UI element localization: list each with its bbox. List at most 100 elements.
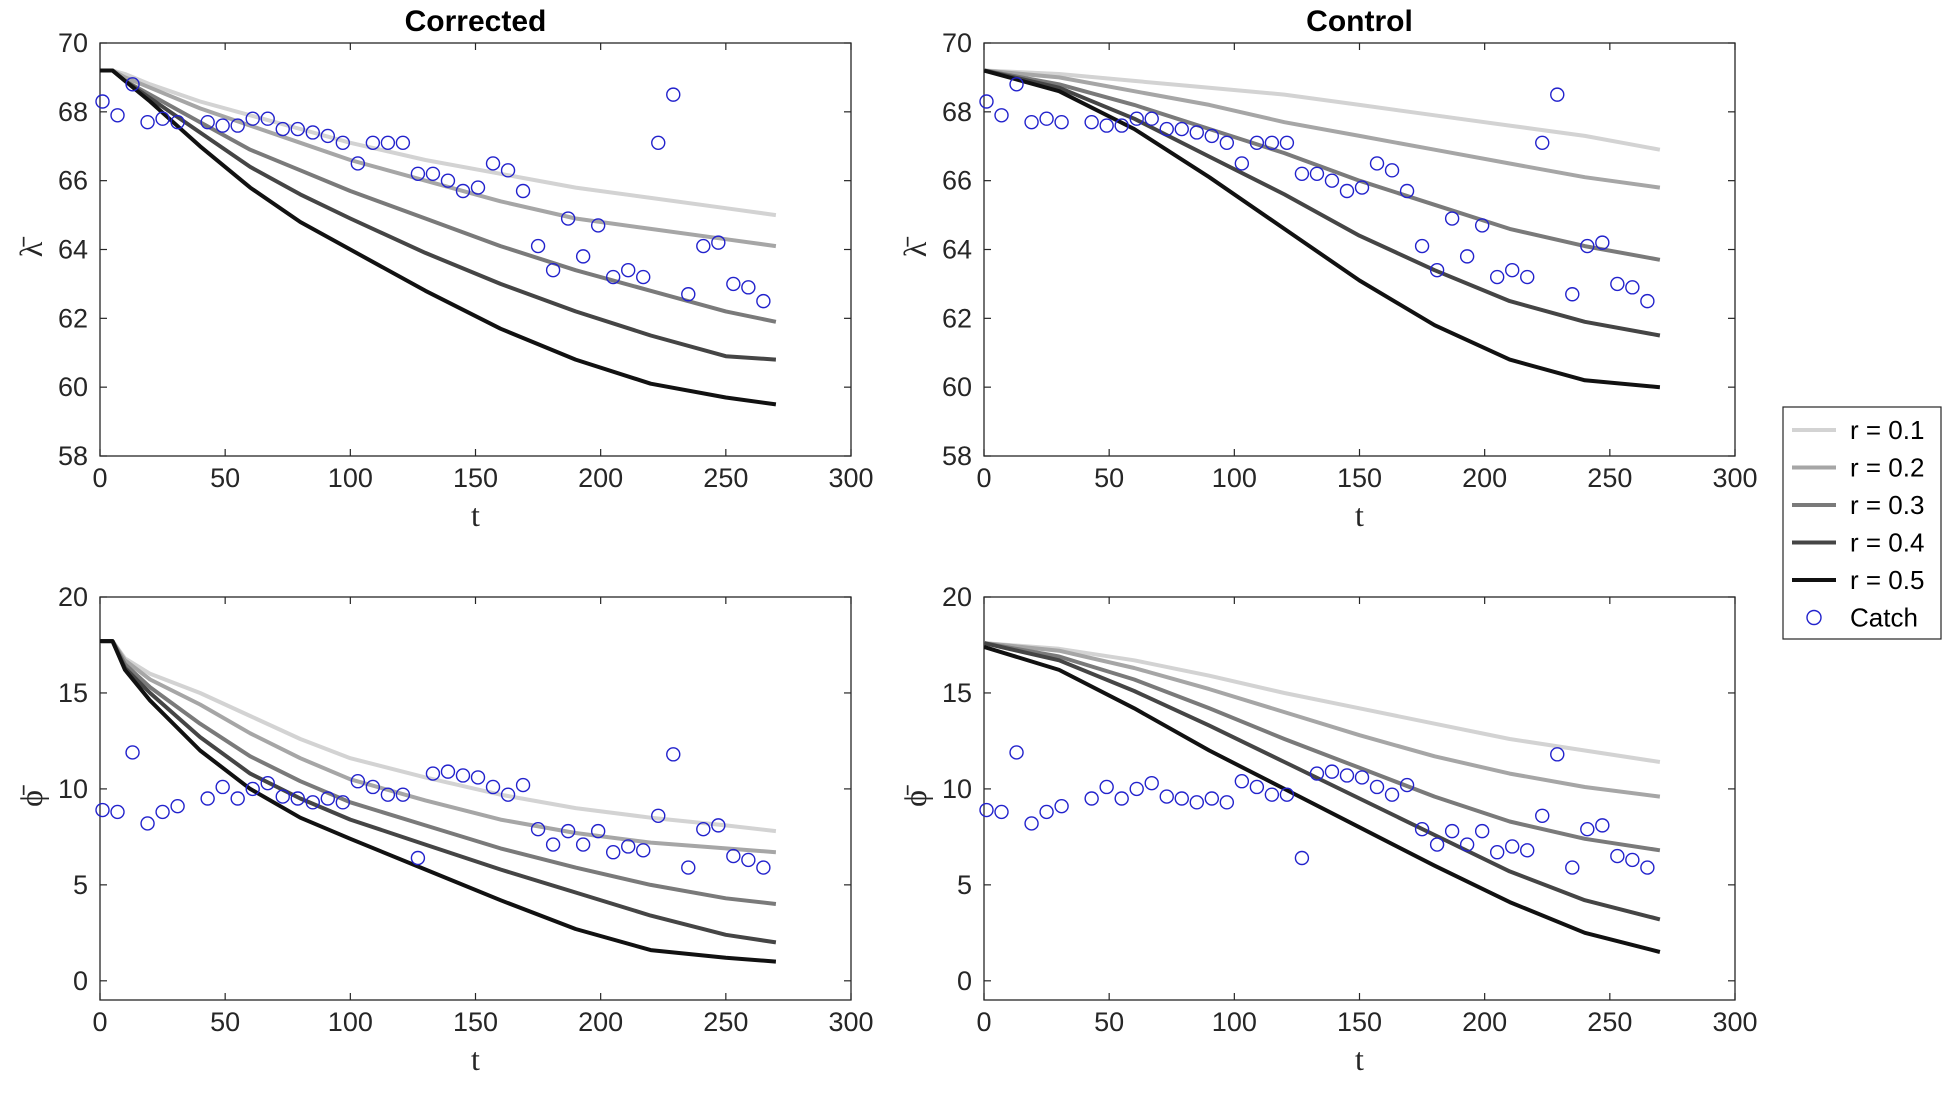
x-tick-label: 300 [828,463,873,493]
catch-point [1339,183,1355,199]
series-line-r-0-1 [100,68,777,218]
y-tick-label: 70 [942,28,972,58]
catch-point [1384,163,1400,178]
axes-frame [99,596,852,1001]
catch-point [1294,166,1310,181]
panel-title: Corrected [405,5,547,38]
legend-box [1782,406,1942,640]
catch-point [1264,787,1280,802]
series-line-r-0-1 [100,639,777,834]
catch-point [1640,293,1655,309]
catch-point [711,818,726,833]
catch-point [1535,135,1550,151]
catch-point [410,166,426,181]
catch-point [1489,845,1505,860]
y-tick-label: 15 [942,678,972,708]
catch-point [756,860,771,875]
catch-point [979,802,994,818]
catch-point [1024,816,1039,831]
legend-label: r = 0.3 [1850,490,1924,520]
catch-point [1595,818,1610,833]
catch-point [1399,777,1415,793]
y-tick-label: 10 [58,774,88,804]
series-line-r-0-4 [984,68,1661,338]
catch-point [395,787,411,802]
catch-point [1219,135,1235,151]
catch-point [305,795,320,810]
panel-corrected-lambda: 0 50 100 150 200 250 300 58 60 62 64 66 68 70 t λ̄ Corre… [13,5,874,533]
catch-point [994,804,1009,820]
y-tick-label: 62 [942,303,972,333]
y-tick-label: 60 [58,372,88,402]
series-line-r-0-3 [984,68,1661,262]
catch-point [500,163,516,178]
y-tick-label: 58 [942,441,972,471]
catch-point [1174,121,1189,137]
catch-point [651,808,666,823]
catch-point [425,166,441,181]
x-tick-label: 300 [828,1007,873,1037]
catch-point [1459,249,1475,264]
catch-point [1595,235,1610,250]
catch-point [666,747,681,762]
catch-point [350,774,366,789]
catch-point [95,94,110,109]
x-tick-label: 200 [1462,1007,1507,1037]
catch-point [530,822,546,837]
catch-point [605,269,621,285]
catch-point [305,125,320,140]
catch-point [1279,787,1295,802]
y-tick-label: 62 [58,303,88,333]
catch-point [560,823,576,839]
catch-point [1309,166,1325,181]
y-tick-label: 15 [58,678,88,708]
catch-point [1249,135,1265,151]
catch-point [125,77,140,92]
catch-point [290,121,305,137]
y-axis-label: λ̄ [897,237,933,258]
catch-point [470,770,486,785]
catch-point [1429,262,1445,278]
y-tick-label: 66 [942,166,972,196]
x-tick-label: 200 [578,463,623,493]
x-tick-label: 200 [578,1007,623,1037]
catch-point [1054,114,1069,130]
catch-point [1039,111,1054,126]
catch-point [215,118,230,133]
catch-point [230,791,245,806]
catch-point [395,135,411,151]
catch-point [666,87,681,102]
catch-point [1129,111,1144,126]
catch-point [1129,781,1144,797]
y-tick-label: 58 [58,441,88,471]
catch-point [681,860,696,875]
catch-point [455,183,471,199]
catch-point [335,135,351,151]
catch-point [320,791,336,806]
catch-point [1099,118,1114,133]
series-line-r-0-1 [984,641,1661,764]
y-axis-label: ϕ̄ [897,785,933,807]
catch-point [1399,183,1415,199]
catch-point [621,839,636,854]
catch-point [1159,789,1174,804]
catch-point [245,111,260,126]
catch-point [365,779,381,795]
catch-point [1354,180,1370,195]
legend-label: r = 0.2 [1850,453,1924,483]
catch-point [1249,779,1265,795]
catch-point [1474,218,1490,233]
catch-point [545,837,561,852]
catch-point [741,852,756,868]
catch-point [621,262,636,278]
series-line-r-0-2 [100,639,777,855]
catch-point [605,845,621,860]
catch-point [170,114,185,130]
catch-point [1279,135,1295,151]
panel-title: Control [1306,5,1413,38]
catch-point [1219,795,1235,810]
catch-point [335,795,351,810]
catch-point [711,235,726,250]
catch-point [575,837,591,852]
x-tick-label: 300 [1712,1007,1757,1037]
